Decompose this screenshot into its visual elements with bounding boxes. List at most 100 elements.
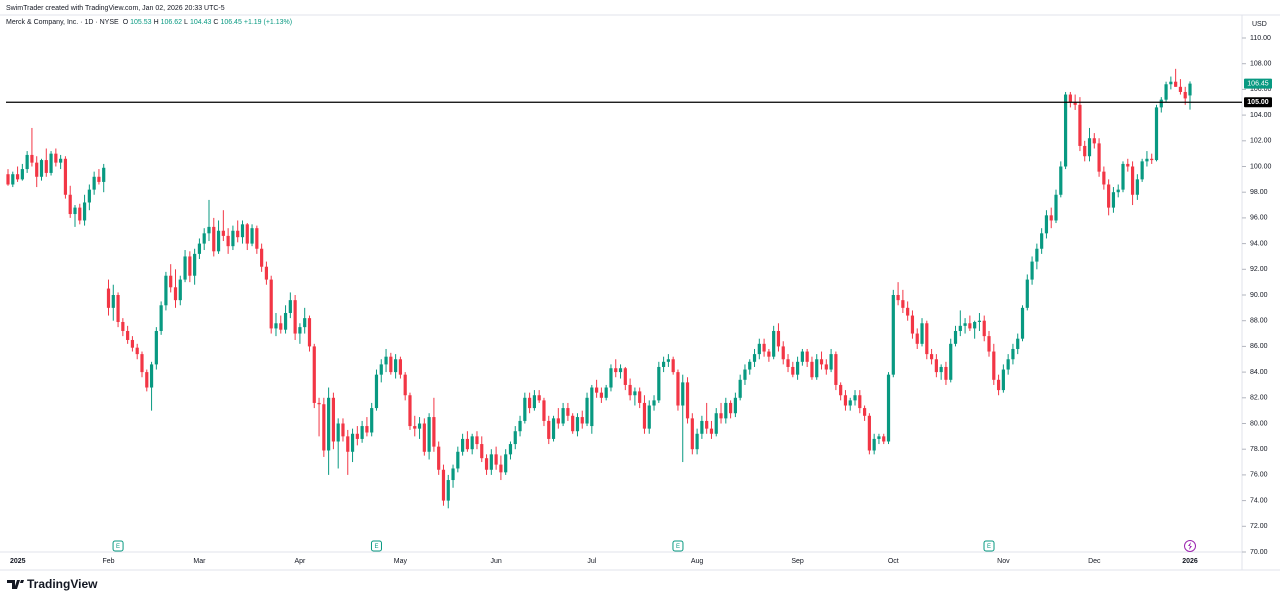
candle-body xyxy=(896,295,900,301)
candle-body xyxy=(1073,102,1077,105)
candle-body xyxy=(20,169,24,180)
candle-body xyxy=(839,384,843,396)
candle-body xyxy=(633,391,637,396)
candle-body xyxy=(1135,179,1139,195)
candle-body xyxy=(508,444,513,455)
header: SwimTrader created with TradingView.com,… xyxy=(6,5,225,12)
candle-body xyxy=(92,176,96,190)
legend: Merck & Company, Inc. · 1D · NYSE O 105.53… xyxy=(6,19,292,26)
earnings-marker xyxy=(370,540,382,552)
candle-body xyxy=(791,366,795,375)
candle-body xyxy=(164,275,168,306)
candle-body xyxy=(1111,192,1116,208)
candle-body xyxy=(327,397,331,451)
candle-body xyxy=(446,480,450,501)
candle-body xyxy=(341,423,345,437)
candle-body xyxy=(982,320,986,337)
candle-body xyxy=(116,295,120,322)
candle-body xyxy=(772,330,776,357)
candle-body xyxy=(676,372,680,406)
x-tick-label: Nov xyxy=(997,558,1010,565)
candle-body xyxy=(73,207,77,215)
candle-body xyxy=(183,256,187,280)
y-tick-label: 86.00 xyxy=(1250,343,1268,350)
legend-text: +1.19 (+1.13%) xyxy=(244,19,292,26)
y-tick-label: 70.00 xyxy=(1250,549,1268,556)
candle-body xyxy=(1126,163,1130,167)
candle-body xyxy=(298,327,302,334)
candle-body xyxy=(700,420,704,434)
dividend-marker xyxy=(1184,540,1196,552)
candle-body xyxy=(901,300,905,308)
x-tick-label: 2025 xyxy=(10,558,26,565)
candle-body xyxy=(154,330,158,365)
candle-body xyxy=(915,333,919,344)
candle-body xyxy=(173,287,178,301)
candle-body xyxy=(1140,161,1144,180)
candle-body xyxy=(518,420,522,432)
candle-body xyxy=(260,248,264,267)
candle-body xyxy=(685,382,690,419)
candle-body xyxy=(111,295,115,308)
candle-body xyxy=(743,369,747,380)
candle-body xyxy=(1092,138,1096,144)
x-tick-label: Aug xyxy=(691,558,704,565)
candle-body xyxy=(1040,233,1044,249)
candle-body xyxy=(1068,94,1072,103)
candle-body xyxy=(413,426,417,429)
candle-body xyxy=(121,321,125,331)
currency: USD xyxy=(1252,21,1267,28)
candle-body xyxy=(738,379,742,398)
candle-body xyxy=(279,323,283,330)
candle-body xyxy=(437,446,441,470)
candle-body xyxy=(1030,261,1034,280)
candle-body xyxy=(714,413,718,434)
candle-body xyxy=(135,347,139,355)
candle-body xyxy=(159,305,163,331)
candle-body xyxy=(805,351,809,362)
candle-body xyxy=(642,402,647,429)
candle-body xyxy=(953,330,958,344)
legend-text: H xyxy=(154,19,159,26)
candle-body xyxy=(657,366,661,401)
y-tick-label: 72.00 xyxy=(1250,523,1268,530)
y-tick-label: 76.00 xyxy=(1250,472,1268,479)
candle-body xyxy=(834,354,838,385)
candle-body xyxy=(858,395,862,409)
candle-body xyxy=(719,413,723,419)
candle-body xyxy=(733,397,737,414)
candle-body xyxy=(575,417,580,432)
candle-body xyxy=(910,315,915,334)
candle-body xyxy=(532,395,536,409)
candle-body xyxy=(106,288,111,308)
x-tick-label: Oct xyxy=(888,558,899,565)
candle-body xyxy=(513,431,517,445)
candle-body xyxy=(1083,145,1087,157)
candle-body xyxy=(1107,184,1111,208)
candle-body xyxy=(68,194,72,215)
candle-body xyxy=(551,418,556,439)
earnings-label: E xyxy=(676,544,680,550)
candle-body xyxy=(1078,104,1082,146)
candle-body xyxy=(580,417,584,424)
candle-body xyxy=(987,336,991,352)
candle-body xyxy=(274,323,278,329)
candle-body xyxy=(499,464,503,473)
candle-body xyxy=(1097,143,1101,172)
earnings-label: E xyxy=(116,544,120,550)
candle-body xyxy=(819,359,824,365)
candle-body xyxy=(1145,158,1149,162)
candle-body xyxy=(614,368,618,373)
earnings-marker xyxy=(672,540,684,552)
candle-body xyxy=(867,415,871,451)
candle-body xyxy=(44,160,48,173)
candle-body xyxy=(585,397,589,424)
candle-body xyxy=(929,354,934,360)
candle-body xyxy=(623,368,627,385)
candle-body xyxy=(1054,194,1058,221)
legend-text: Merck & Company, Inc. · 1D · NYSE xyxy=(6,19,119,26)
candle-body xyxy=(465,438,470,450)
candle-body xyxy=(126,330,130,340)
candle-body xyxy=(1025,279,1029,308)
